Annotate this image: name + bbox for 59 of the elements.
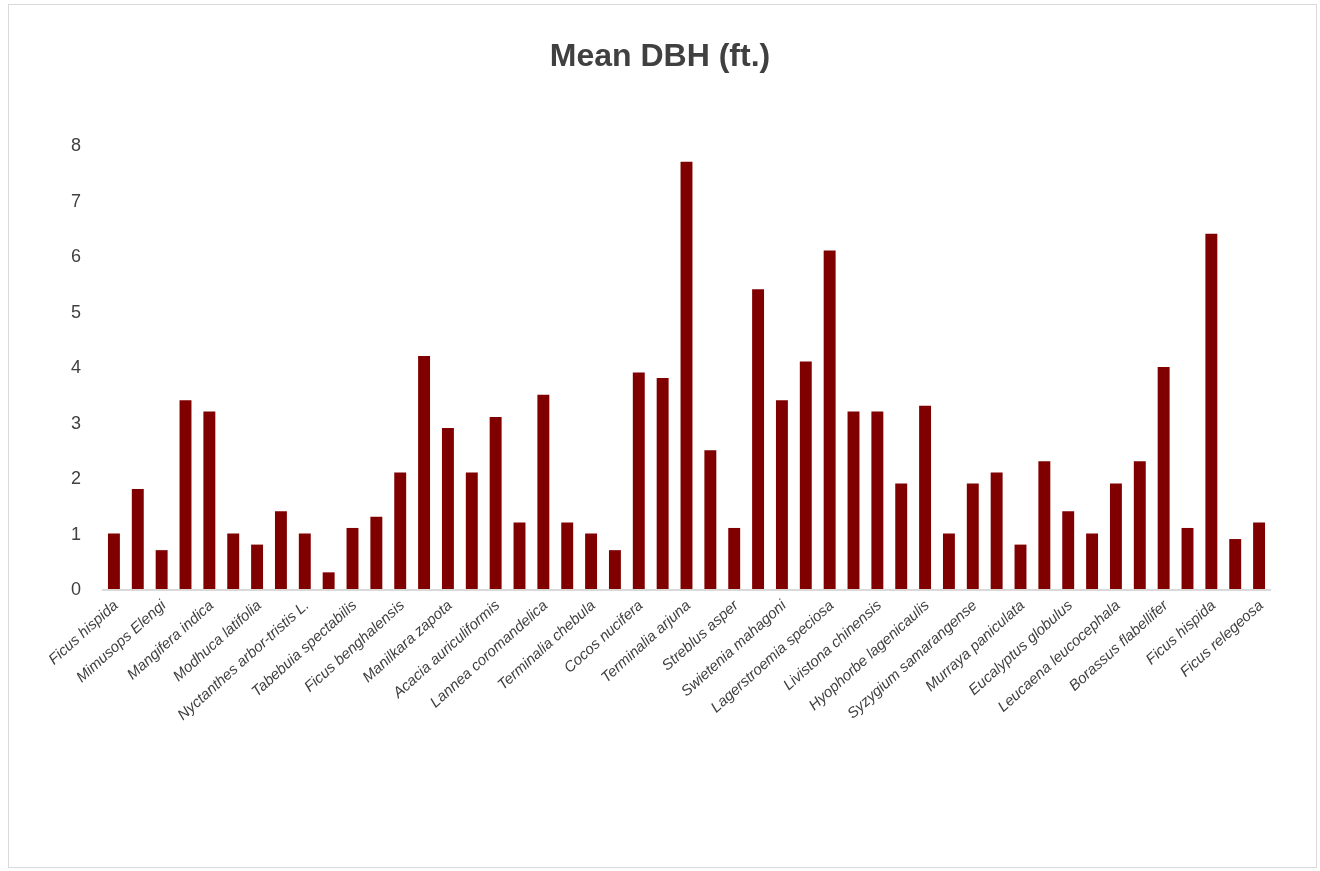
bar [394, 472, 407, 589]
y-tick-label: 8 [70, 135, 81, 156]
bar [1109, 483, 1122, 589]
bar [704, 450, 717, 589]
y-tick-label: 3 [70, 412, 81, 433]
bar [346, 527, 359, 589]
bar [895, 483, 908, 589]
bar [561, 522, 574, 589]
bar [298, 533, 311, 589]
y-tick-label: 7 [70, 190, 81, 211]
bar [274, 511, 287, 589]
bar [752, 289, 765, 589]
bar [1014, 544, 1027, 589]
bar [1205, 233, 1218, 589]
bar [632, 372, 645, 589]
bar [179, 400, 192, 589]
bar [728, 527, 741, 589]
bar [871, 411, 884, 589]
y-tick-label: 0 [70, 579, 81, 600]
bar [656, 378, 669, 589]
bar [1157, 367, 1170, 589]
bar [799, 361, 812, 589]
bar [919, 405, 932, 589]
bar [441, 428, 454, 589]
y-tick-label: 1 [70, 523, 81, 544]
bar [107, 533, 120, 589]
bar [418, 355, 431, 589]
bar [251, 544, 264, 589]
chart-title: Mean DBH (ft.) [549, 37, 771, 74]
bar [370, 516, 383, 589]
bar [585, 533, 598, 589]
bar [203, 411, 216, 589]
bar [227, 533, 240, 589]
bar [513, 522, 526, 589]
bar [1086, 533, 1099, 589]
y-tick-label: 5 [70, 301, 81, 322]
bar [1133, 461, 1146, 589]
bar [942, 533, 955, 589]
bar [1229, 539, 1242, 589]
bar [966, 483, 979, 589]
y-tick-label: 4 [70, 357, 81, 378]
bar [489, 416, 502, 589]
y-tick-label: 6 [70, 246, 81, 267]
bar [1062, 511, 1075, 589]
bar [1181, 527, 1194, 589]
bar [823, 250, 836, 589]
bar [775, 400, 788, 589]
bar [1038, 461, 1051, 589]
bar [847, 411, 860, 589]
bar [155, 550, 168, 589]
bar [131, 489, 144, 589]
bar [608, 550, 621, 589]
bar [322, 572, 335, 589]
bar [990, 472, 1003, 589]
bar [537, 394, 550, 589]
bar [465, 472, 478, 589]
y-tick-label: 2 [70, 468, 81, 489]
bar [1253, 522, 1266, 589]
bar [680, 161, 693, 589]
